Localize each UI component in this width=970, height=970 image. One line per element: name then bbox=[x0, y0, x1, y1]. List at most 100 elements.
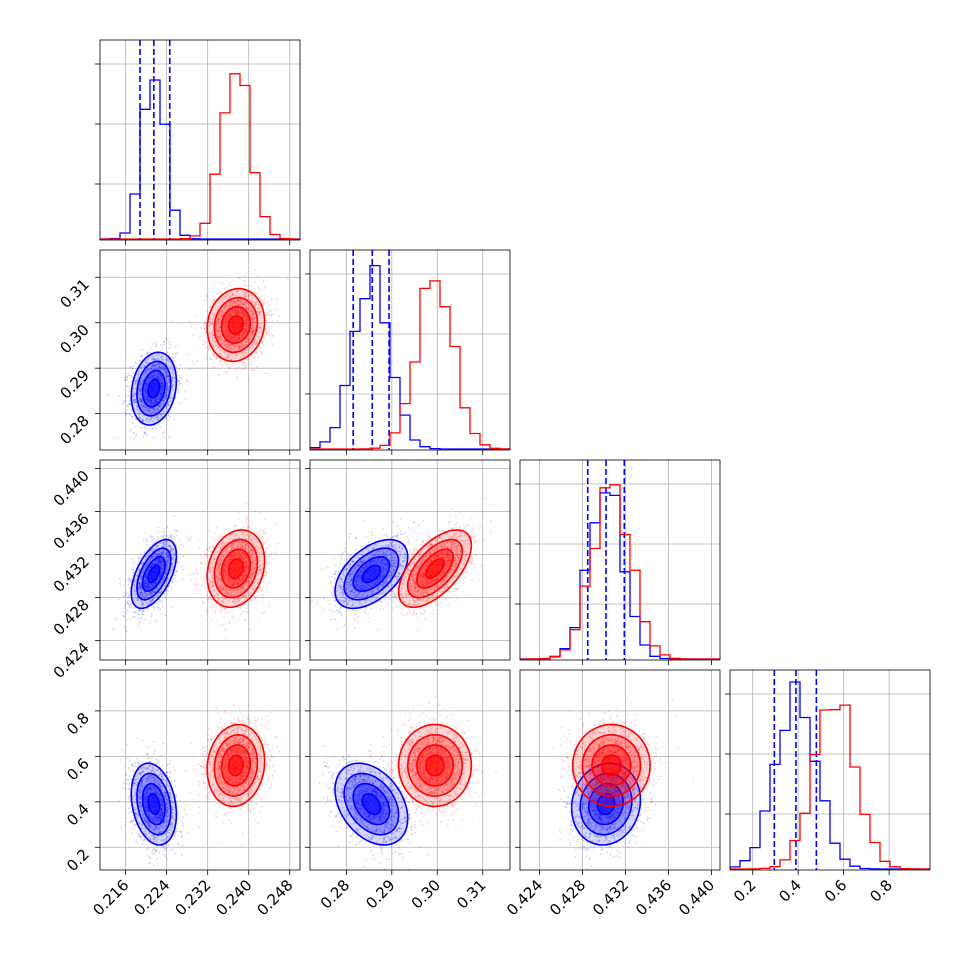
scatter-point bbox=[244, 293, 247, 296]
scatter-point bbox=[241, 316, 244, 319]
scatter-point bbox=[150, 365, 153, 367]
scatter-point bbox=[245, 322, 248, 325]
scatter-point bbox=[158, 368, 161, 371]
scatter-point bbox=[238, 303, 241, 305]
scatter-point bbox=[244, 319, 247, 321]
scatter-point bbox=[166, 389, 169, 391]
scatter-point bbox=[127, 394, 130, 397]
scatter-point bbox=[222, 298, 225, 301]
scatter-point bbox=[147, 398, 149, 401]
scatter-point bbox=[160, 362, 162, 365]
scatter-point bbox=[255, 342, 257, 345]
scatter-point bbox=[146, 575, 148, 578]
scatter-point bbox=[157, 408, 160, 411]
scatter-point bbox=[232, 335, 235, 338]
scatter-point bbox=[133, 437, 136, 440]
scatter-point bbox=[136, 379, 139, 381]
scatter-point bbox=[145, 359, 148, 362]
scatter-point bbox=[250, 300, 253, 302]
scatter-point bbox=[165, 376, 168, 379]
scatter-point bbox=[232, 312, 235, 315]
scatter-point bbox=[161, 590, 164, 592]
scatter-point bbox=[144, 579, 147, 582]
scatter-point bbox=[219, 535, 222, 538]
scatter-point bbox=[243, 327, 246, 330]
scatter-point bbox=[236, 294, 238, 297]
scatter-point bbox=[252, 340, 255, 343]
scatter-point bbox=[147, 584, 150, 587]
scatter-point bbox=[223, 324, 225, 327]
scatter-point bbox=[166, 375, 169, 378]
scatter-point bbox=[212, 601, 215, 604]
scatter-point bbox=[142, 415, 145, 417]
scatter-point bbox=[144, 391, 147, 394]
scatter-point bbox=[230, 337, 232, 339]
scatter-point bbox=[127, 600, 129, 602]
scatter-point bbox=[146, 394, 149, 397]
scatter-point bbox=[253, 316, 255, 319]
scatter-point bbox=[145, 392, 148, 395]
scatter-point bbox=[212, 537, 214, 540]
scatter-point bbox=[131, 367, 134, 370]
scatter-point bbox=[151, 402, 154, 405]
scatter-point bbox=[163, 548, 165, 551]
scatter-point bbox=[287, 278, 289, 280]
scatter-point bbox=[162, 366, 165, 369]
scatter-point bbox=[244, 318, 247, 321]
scatter-point bbox=[143, 551, 146, 554]
scatter-point bbox=[147, 401, 149, 404]
scatter-point bbox=[245, 330, 248, 333]
scatter-point bbox=[126, 378, 129, 381]
scatter-point bbox=[167, 390, 170, 393]
scatter-point bbox=[160, 393, 163, 396]
scatter-point bbox=[228, 314, 231, 317]
scatter-point bbox=[154, 563, 157, 565]
scatter-point bbox=[247, 293, 249, 296]
scatter-point bbox=[137, 389, 140, 391]
scatter-point bbox=[239, 311, 242, 314]
scatter-point bbox=[243, 330, 246, 333]
scatter-point bbox=[170, 548, 173, 550]
scatter-point bbox=[178, 380, 180, 383]
scatter-point bbox=[155, 342, 157, 345]
scatter-point bbox=[245, 322, 248, 325]
scatter-point bbox=[219, 318, 221, 321]
scatter-point bbox=[244, 312, 247, 315]
scatter-point bbox=[157, 394, 160, 397]
scatter-point bbox=[268, 325, 271, 328]
scatter-point bbox=[258, 288, 261, 291]
scatter-point bbox=[249, 332, 252, 334]
scatter-point bbox=[244, 332, 247, 335]
scatter-point bbox=[155, 545, 157, 548]
scatter-point bbox=[243, 330, 246, 333]
scatter-point bbox=[232, 294, 234, 297]
scatter-point bbox=[151, 411, 153, 414]
scatter-point bbox=[233, 302, 236, 304]
scatter-point bbox=[155, 588, 157, 590]
scatter-point bbox=[208, 530, 211, 533]
scatter-point bbox=[162, 369, 165, 372]
contour-line-0 bbox=[136, 360, 172, 417]
scatter-point bbox=[158, 404, 161, 407]
scatter-point bbox=[167, 360, 170, 362]
scatter-point bbox=[141, 366, 144, 369]
scatter-point bbox=[129, 414, 132, 417]
scatter-point bbox=[144, 388, 147, 391]
scatter-point bbox=[137, 376, 140, 379]
scatter-point bbox=[230, 314, 232, 317]
scatter-point bbox=[239, 309, 242, 312]
scatter-point bbox=[143, 393, 146, 396]
scatter-point bbox=[255, 342, 258, 344]
scatter-point bbox=[170, 533, 173, 536]
scatter-point bbox=[247, 341, 250, 344]
scatter-point bbox=[241, 352, 244, 355]
scatter-point bbox=[218, 352, 221, 354]
scatter-point bbox=[227, 354, 230, 357]
scatter-point bbox=[151, 364, 154, 366]
scatter-point bbox=[149, 566, 152, 568]
scatter-point bbox=[241, 313, 244, 315]
scatter-point bbox=[211, 323, 213, 326]
scatter-point bbox=[243, 355, 246, 358]
scatter-point bbox=[158, 366, 161, 369]
scatter-point bbox=[159, 577, 161, 579]
